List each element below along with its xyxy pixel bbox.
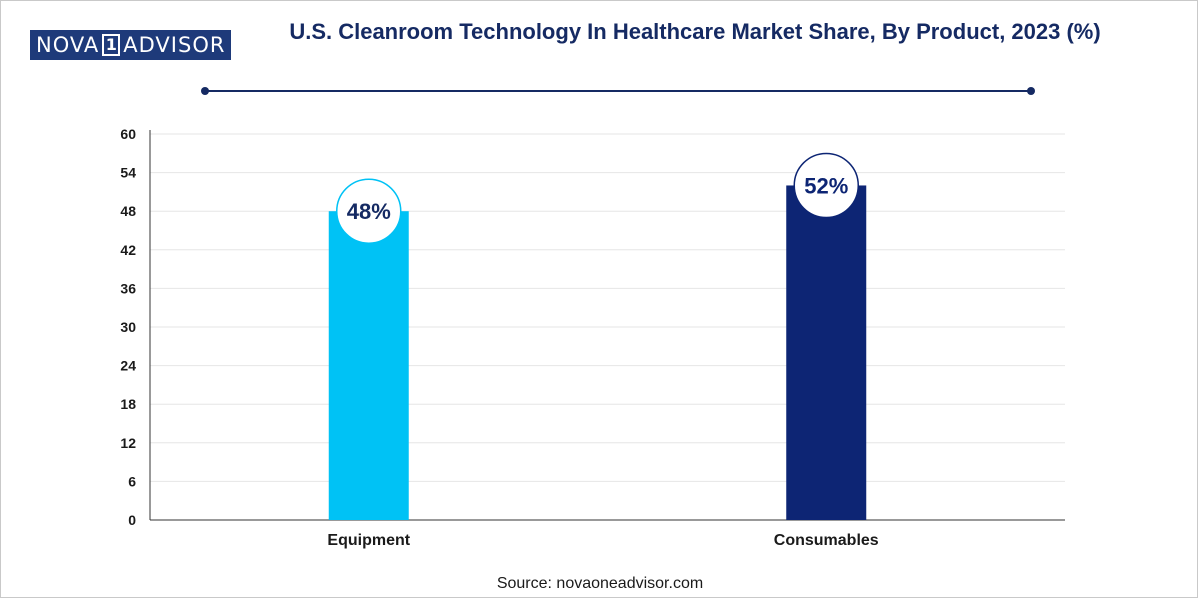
y-tick-label: 54: [120, 165, 136, 181]
y-tick-label: 42: [120, 242, 136, 258]
y-tick-label: 36: [120, 280, 136, 296]
bar-equipment: [328, 211, 409, 520]
data-label-circle: [336, 178, 402, 244]
y-tick-label: 24: [120, 358, 136, 374]
labels: 48% Equipment 52% Consumables: [327, 152, 879, 549]
y-tick-label: 12: [120, 435, 136, 451]
chart-title: U.S. Cleanroom Technology In Healthcare …: [289, 19, 1101, 44]
data-label: 52%: [804, 173, 848, 198]
y-tick-label: 0: [128, 512, 136, 528]
brand-logo: NOVA 1 ADVISOR: [30, 30, 232, 60]
title-underline-start-dot: [201, 87, 209, 95]
axes: 0 6 12 18 24 30 36 42 48 54 60: [120, 126, 1065, 528]
y-tick-label: 6: [128, 473, 136, 489]
logo-text-left: NOVA: [36, 33, 100, 57]
y-tick-label: 30: [120, 319, 136, 335]
bar-consumables: [786, 185, 867, 520]
title-underline: [205, 90, 1031, 92]
logo-text-right: ADVISOR: [123, 33, 226, 57]
data-label: 48%: [347, 199, 391, 224]
bars: [328, 185, 867, 520]
data-label-circle: [793, 152, 859, 219]
y-tick-label: 18: [120, 396, 136, 412]
x-tick-label: Consumables: [774, 532, 879, 549]
title-underline-end-dot: [1027, 87, 1035, 95]
y-tick-label: 60: [120, 126, 136, 142]
y-tick-label: 48: [120, 203, 136, 219]
x-tick-label: Equipment: [327, 532, 410, 549]
gridlines: [150, 133, 1065, 482]
logo-mark: 1: [102, 34, 121, 56]
source-note: Source: novaoneadvisor.com: [496, 575, 704, 592]
